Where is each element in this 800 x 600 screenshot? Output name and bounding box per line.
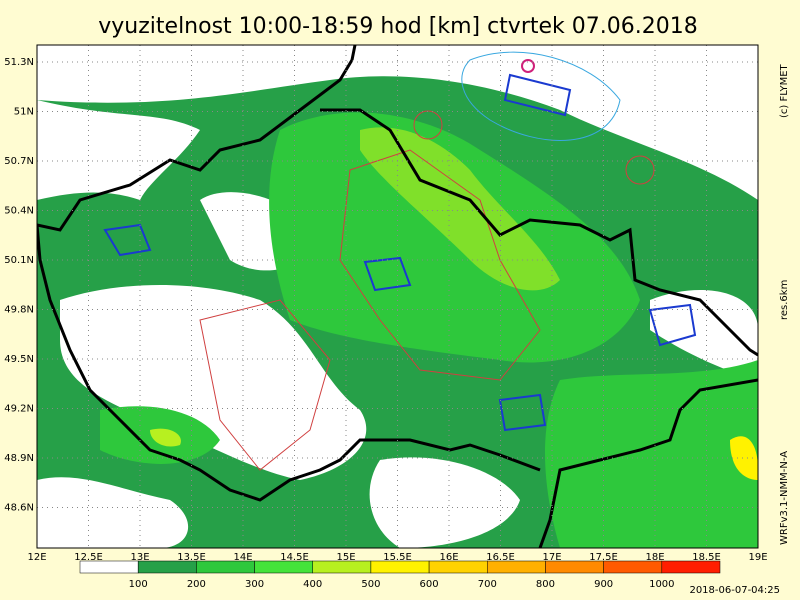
contour xyxy=(363,256,412,292)
lat-label: 49.5N xyxy=(4,354,34,365)
lon-label: 14.5E xyxy=(280,552,309,563)
credit: (c) FLYMET xyxy=(779,63,790,118)
legend-label: 900 xyxy=(594,579,613,590)
map-title: vyuzitelnost 10:00-18:59 hod [km] ctvrte… xyxy=(98,14,697,39)
legend-swatch xyxy=(661,560,721,574)
grid xyxy=(36,45,759,548)
lon-label: 15E xyxy=(336,552,355,563)
lat-label: 48.6N xyxy=(4,503,34,514)
legend-label: 600 xyxy=(420,579,439,590)
marker xyxy=(625,155,655,185)
contour xyxy=(498,393,547,432)
white-area xyxy=(37,477,189,548)
lat-label: 49.2N xyxy=(4,404,34,415)
map-area xyxy=(36,44,759,549)
legend-label: 400 xyxy=(303,579,322,590)
yellow-green-area xyxy=(150,428,181,447)
lon-label: 18.5E xyxy=(692,552,721,563)
lat-label: 48.9N xyxy=(4,453,34,464)
white-area xyxy=(60,285,367,480)
white-area xyxy=(37,100,200,200)
lon-label: 19E xyxy=(748,552,767,563)
timestamp: 2018-06-07-04:25 xyxy=(689,585,780,596)
lon-label: 15.5E xyxy=(383,552,412,563)
marker xyxy=(521,59,535,73)
yellow-green-area xyxy=(360,127,560,291)
white-area xyxy=(37,45,758,200)
lon-label: 16E xyxy=(439,552,458,563)
green-area xyxy=(545,360,758,548)
lon-label: 17.5E xyxy=(589,552,618,563)
lat-label: 49.8N xyxy=(4,305,34,316)
lon-label: 17E xyxy=(542,552,561,563)
contour xyxy=(648,303,697,347)
border xyxy=(37,45,758,548)
lat-label: 50.1N xyxy=(4,255,34,266)
lon-label: 12E xyxy=(27,552,46,563)
lon-label: 13.5E xyxy=(177,552,206,563)
legend-label: 800 xyxy=(536,579,555,590)
legend-label: 1000 xyxy=(649,579,674,590)
yellow-area xyxy=(730,436,758,480)
model: WRFv3.1-NMM-N-A xyxy=(779,451,790,545)
contour xyxy=(461,51,621,141)
legend-label: 100 xyxy=(129,579,148,590)
lon-label: 14E xyxy=(233,552,252,563)
contour xyxy=(503,73,572,117)
lat-label: 51.3N xyxy=(4,57,34,68)
map-frame xyxy=(36,44,759,549)
lat-label: 51N xyxy=(14,107,34,118)
contour xyxy=(103,223,152,257)
lon-label: 18E xyxy=(645,552,664,563)
legend-label: 700 xyxy=(478,579,497,590)
lon-label: 13E xyxy=(130,552,149,563)
lon-label: 16.5E xyxy=(486,552,515,563)
white-area xyxy=(369,457,520,548)
lat-label: 50.7N xyxy=(4,156,34,167)
lat-label: 50.4N xyxy=(4,206,34,217)
lon-label: 12.5E xyxy=(74,552,103,563)
resolution: res.6km xyxy=(779,280,790,320)
legend-label: 300 xyxy=(245,579,264,590)
contour xyxy=(339,149,541,381)
legend-label: 500 xyxy=(361,579,380,590)
contour xyxy=(199,299,331,471)
white-area xyxy=(650,290,758,380)
legend: 100 200 300 400 500 600 700 800 900 1000 xyxy=(79,560,721,590)
legend-label: 200 xyxy=(187,579,206,590)
